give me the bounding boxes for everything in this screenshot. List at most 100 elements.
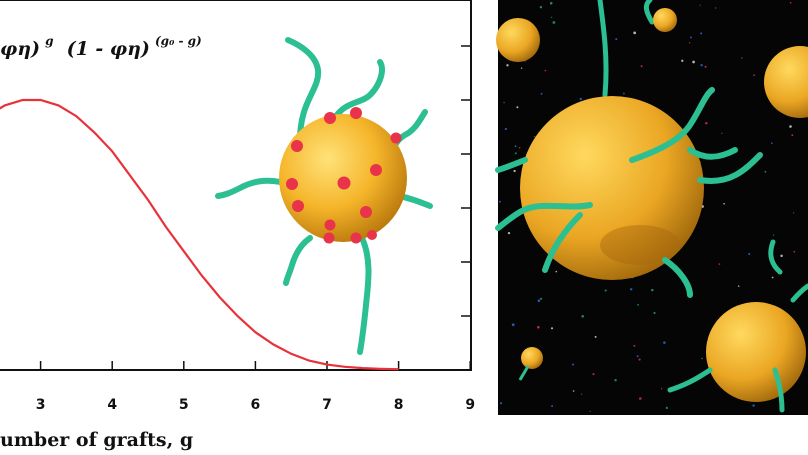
speckle xyxy=(704,65,707,68)
x-axis-title: umber of grafts, g xyxy=(0,429,193,451)
speckle xyxy=(552,21,556,24)
speckle xyxy=(520,67,523,69)
speckle xyxy=(665,406,668,410)
speckle xyxy=(536,325,540,329)
lower-particle xyxy=(667,302,806,413)
speckle xyxy=(572,390,575,392)
speckle xyxy=(681,59,684,62)
speckle xyxy=(622,92,625,95)
speckle xyxy=(640,65,643,68)
speckle xyxy=(714,7,717,9)
speckle xyxy=(688,42,691,44)
x-tick-label: 8 xyxy=(394,397,404,413)
speckle xyxy=(636,355,639,358)
graft-chain xyxy=(215,177,295,199)
x-axis-ticks xyxy=(39,361,471,370)
speckle xyxy=(594,335,597,338)
x-tick-label: 9 xyxy=(465,397,475,413)
x-tick-label: 5 xyxy=(179,397,189,413)
speckle xyxy=(752,404,755,407)
speckle xyxy=(629,288,633,291)
speckle xyxy=(772,234,775,236)
speckle xyxy=(513,169,516,173)
graft-chain xyxy=(327,59,385,131)
formula-part1: φη) xyxy=(0,38,40,60)
speckle xyxy=(579,97,582,101)
speckle xyxy=(741,57,743,59)
speckle xyxy=(551,405,554,408)
speckle xyxy=(700,64,703,67)
speckle xyxy=(506,64,509,67)
speckle xyxy=(589,410,591,413)
tiny-particle xyxy=(653,8,677,32)
speckle xyxy=(660,388,663,390)
speckle xyxy=(721,132,723,134)
speckle xyxy=(692,60,695,64)
graft-sites xyxy=(286,107,402,244)
graft-chain xyxy=(357,235,372,355)
speckle xyxy=(789,125,792,128)
speckle xyxy=(516,106,519,109)
speckle xyxy=(653,311,656,315)
speckle xyxy=(581,315,584,318)
speckle xyxy=(555,270,558,273)
speckle xyxy=(533,135,536,138)
speckle xyxy=(604,289,607,292)
speckle xyxy=(793,250,796,253)
speckle xyxy=(537,299,541,302)
speckle xyxy=(701,357,703,360)
speckle xyxy=(550,16,553,18)
speckle xyxy=(500,402,503,405)
x-tick-label: 4 xyxy=(107,397,117,413)
formula-part2: (1 - φη) xyxy=(67,38,150,60)
speckle xyxy=(792,212,795,214)
x-tick-labels: 3 4 5 6 7 8 9 xyxy=(36,397,475,413)
speckle xyxy=(689,36,692,39)
speckle xyxy=(753,74,755,76)
speckle xyxy=(499,200,501,203)
speckle xyxy=(737,285,740,287)
graft-chain xyxy=(285,37,322,143)
edge-particle xyxy=(764,46,808,118)
formula-sup2: (g₀ - g) xyxy=(155,34,202,48)
small-particle xyxy=(496,18,540,62)
y-axis-ticks xyxy=(461,45,471,371)
chart-panel: 3 4 5 6 7 8 9 φη) g (1 - φη) (g₀ - g) umber of… xyxy=(0,0,475,451)
speckle xyxy=(550,327,554,330)
speckle xyxy=(514,145,517,148)
speckle xyxy=(663,341,666,344)
speckle xyxy=(723,203,725,205)
speckle xyxy=(651,288,654,292)
large-particle xyxy=(495,87,763,298)
speckle xyxy=(638,397,642,400)
speckle xyxy=(580,393,583,395)
formula: φη) g (1 - φη) (g₀ - g) xyxy=(0,30,202,60)
speckle xyxy=(504,127,507,131)
x-tick-label: 3 xyxy=(36,397,46,413)
speckle xyxy=(748,252,751,255)
speckle xyxy=(514,152,517,155)
speckle xyxy=(633,31,637,35)
grafted-particles-render xyxy=(495,0,808,415)
speckle xyxy=(718,263,721,265)
speckle xyxy=(764,170,767,173)
x-tick-label: 6 xyxy=(251,397,261,413)
speckle xyxy=(633,344,636,347)
speckle xyxy=(539,6,543,9)
speckle xyxy=(637,304,639,306)
formula-sup1: g xyxy=(45,34,53,48)
x-tick-label: 7 xyxy=(322,397,332,413)
probability-curve xyxy=(0,98,399,371)
speckle xyxy=(771,142,773,144)
speckle xyxy=(615,38,618,41)
speckle xyxy=(789,1,792,4)
speckle xyxy=(539,297,543,300)
speckle xyxy=(540,92,543,95)
speckle xyxy=(549,1,553,5)
speckle xyxy=(699,4,701,6)
speckle xyxy=(507,231,511,235)
speckle xyxy=(592,373,595,376)
speckle xyxy=(780,254,783,258)
speckle xyxy=(638,358,641,361)
